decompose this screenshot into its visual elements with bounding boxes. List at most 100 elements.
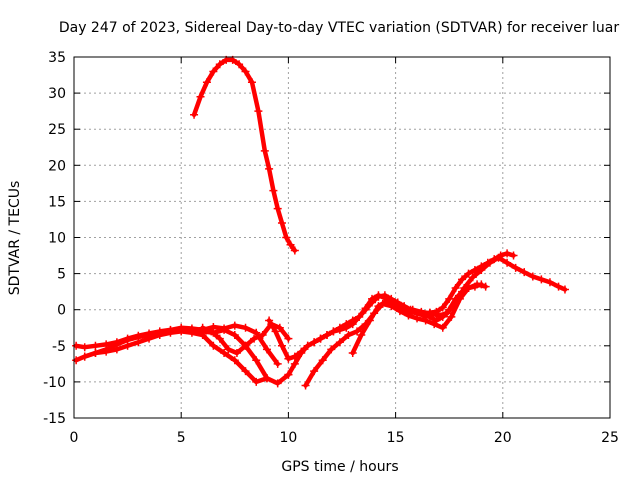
data-point xyxy=(528,272,537,281)
data-point xyxy=(220,349,229,358)
data-point xyxy=(177,327,186,336)
data-point xyxy=(273,359,282,368)
data-point xyxy=(91,349,100,358)
data-point xyxy=(357,330,366,339)
data-point xyxy=(262,345,271,354)
data-point xyxy=(235,60,244,69)
y-tick-label: 0 xyxy=(57,303,66,319)
data-point xyxy=(303,341,312,350)
data-point xyxy=(460,284,469,293)
data-point xyxy=(545,278,554,287)
data-point xyxy=(365,316,374,325)
data-point xyxy=(232,349,241,358)
x-tick-label: 5 xyxy=(177,430,186,446)
data-point xyxy=(413,314,422,323)
data-point xyxy=(230,321,239,330)
data-point xyxy=(215,334,224,343)
y-tick-label: 30 xyxy=(48,86,66,102)
data-point xyxy=(368,298,377,307)
chart-series-layer xyxy=(72,55,569,390)
data-point xyxy=(284,354,293,363)
data-point xyxy=(190,110,199,119)
data-point xyxy=(91,341,100,350)
data-point xyxy=(329,327,338,336)
data-point xyxy=(494,253,503,262)
data-point xyxy=(361,305,370,314)
data-point xyxy=(284,334,293,343)
data-point xyxy=(447,312,456,321)
data-point xyxy=(520,268,529,277)
chart-title: Day 247 of 2023, Sidereal Day-to-day VTE… xyxy=(59,20,620,36)
data-point xyxy=(80,343,89,352)
data-point xyxy=(503,249,512,258)
y-tick-label: 5 xyxy=(57,267,66,283)
y-tick-label: 35 xyxy=(48,50,66,66)
data-point xyxy=(408,305,417,314)
y-axis-label: SDTVAR / TECUs xyxy=(7,181,23,296)
data-point xyxy=(250,334,259,343)
data-point xyxy=(485,258,494,267)
data-point xyxy=(230,356,239,365)
chart-tick-labels: 0 5 10 15 20 25 -15 -10 -5 0 5 10 15 20 25 30 35 xyxy=(43,50,619,446)
x-tick-label: 15 xyxy=(387,430,405,446)
data-point xyxy=(166,328,175,337)
series-line xyxy=(191,57,298,253)
data-point xyxy=(284,370,293,379)
data-point xyxy=(209,323,218,332)
y-tick-label: -5 xyxy=(52,339,66,355)
data-point xyxy=(344,330,353,339)
data-point xyxy=(196,92,205,101)
data-point xyxy=(434,311,443,320)
data-point xyxy=(318,356,327,365)
series-line xyxy=(303,282,488,388)
data-point xyxy=(241,67,250,76)
data-point xyxy=(224,345,233,354)
series-track-7 xyxy=(301,280,490,390)
data-point xyxy=(262,374,271,383)
data-point xyxy=(451,284,460,293)
data-point xyxy=(198,323,207,332)
data-point xyxy=(443,309,452,318)
data-point xyxy=(468,273,477,282)
data-point xyxy=(271,327,280,336)
x-tick-label: 20 xyxy=(494,430,512,446)
data-point xyxy=(209,67,218,76)
data-point xyxy=(215,60,224,69)
data-point xyxy=(102,340,111,349)
data-point xyxy=(123,341,132,350)
data-point xyxy=(260,146,269,155)
data-point xyxy=(400,303,409,312)
data-point xyxy=(335,323,344,332)
data-point xyxy=(430,320,439,329)
data-point xyxy=(102,347,111,356)
data-point xyxy=(348,349,357,358)
data-point xyxy=(220,324,229,333)
data-point xyxy=(286,240,295,249)
data-point xyxy=(187,328,196,337)
plot-frame xyxy=(73,56,611,419)
x-tick-label: 10 xyxy=(279,430,297,446)
data-point xyxy=(335,338,344,347)
x-tick-label: 25 xyxy=(601,430,619,446)
data-point xyxy=(395,307,404,316)
data-point xyxy=(267,320,276,329)
data-point xyxy=(310,367,319,376)
data-point xyxy=(241,341,250,350)
data-point xyxy=(202,78,211,87)
y-tick-label: 25 xyxy=(48,122,66,138)
data-point xyxy=(290,359,299,368)
series-track-3 xyxy=(80,327,271,386)
data-point xyxy=(277,219,286,228)
x-axis-label: GPS time / hours xyxy=(281,459,398,475)
data-point xyxy=(273,379,282,388)
data-point xyxy=(112,345,121,354)
data-point xyxy=(269,186,278,195)
data-point xyxy=(421,316,430,325)
data-point xyxy=(438,323,447,332)
data-point xyxy=(252,377,261,386)
data-point xyxy=(258,330,267,339)
data-point xyxy=(310,338,319,347)
data-point xyxy=(383,297,392,306)
data-point xyxy=(282,233,291,242)
